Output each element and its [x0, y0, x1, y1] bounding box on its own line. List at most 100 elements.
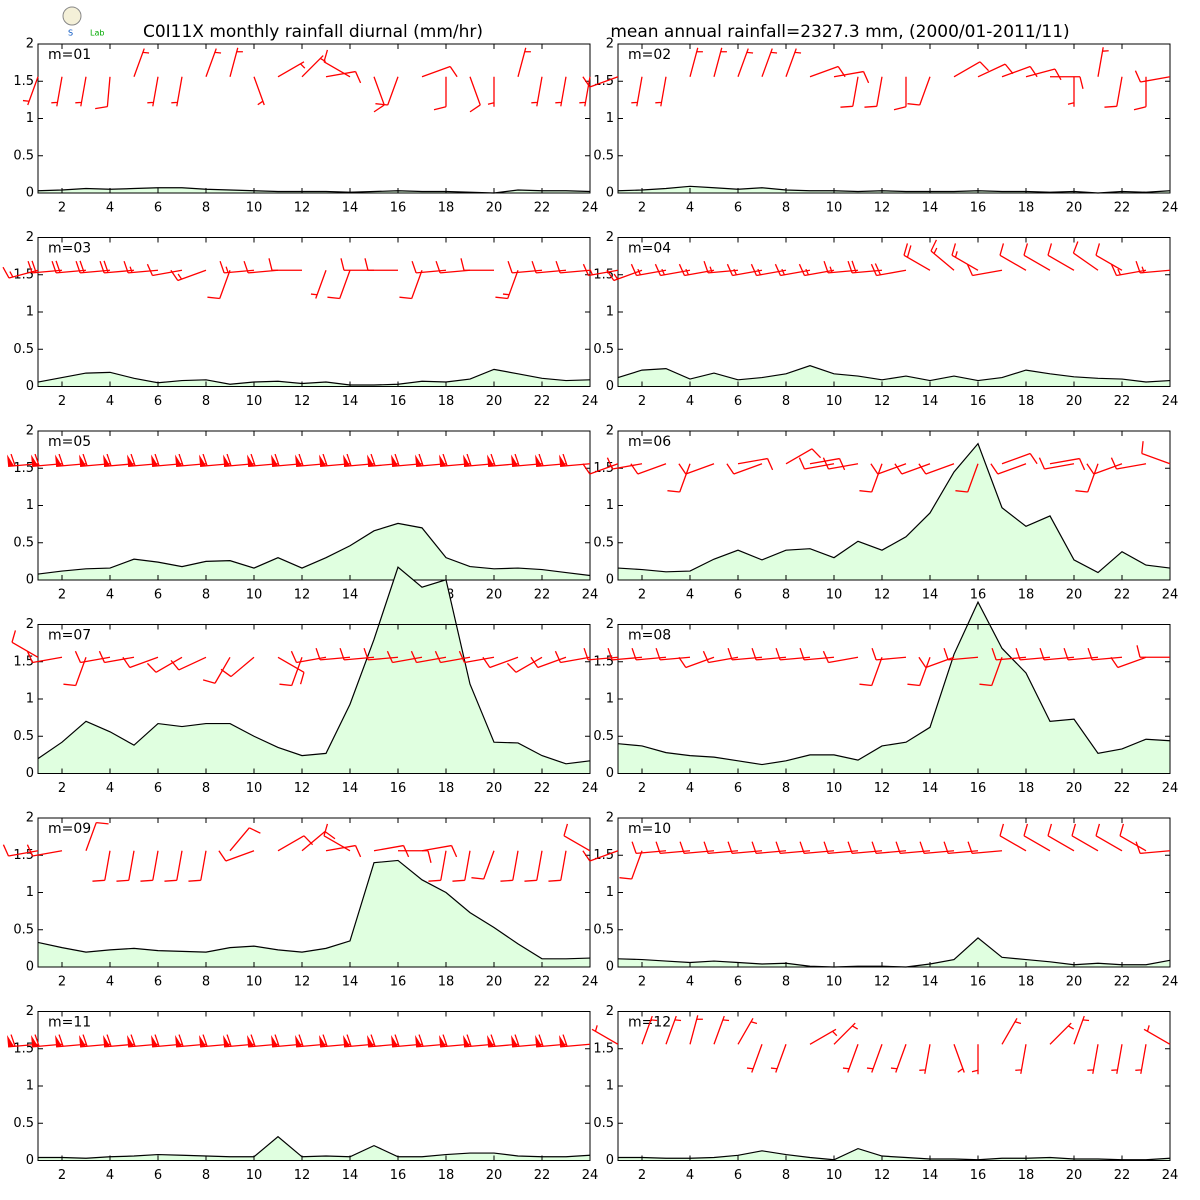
wind-barb: [421, 65, 458, 78]
wind-barb: [310, 270, 327, 299]
wind-barb: [678, 263, 715, 277]
x-tick-label: 8: [202, 201, 210, 216]
wind-barb: [410, 650, 447, 664]
barb-staff: [847, 841, 883, 855]
x-tick-label: 24: [582, 394, 599, 409]
barb-staff: [607, 647, 643, 661]
x-tick-label: 8: [202, 588, 210, 603]
wind-barb: [866, 1044, 883, 1073]
barb-staff: [775, 647, 811, 661]
x-tick-label: 18: [438, 781, 455, 796]
barb-flag: [31, 454, 39, 467]
barb-staff: [51, 76, 63, 107]
barb-staff: [890, 1044, 907, 1073]
barb-staff: [506, 656, 543, 673]
x-tick-label: 12: [874, 394, 891, 409]
barb-staff: [785, 48, 802, 78]
barb-staff: [507, 260, 543, 274]
svg-text:Lab: Lab: [90, 29, 104, 38]
barb-staff: [955, 463, 979, 493]
wind-barb: [1073, 1015, 1090, 1045]
wind-barb: [737, 457, 774, 471]
barb-staff: [95, 76, 111, 110]
barb-flag: [463, 454, 471, 467]
barb-staff: [1073, 1015, 1090, 1045]
wind-barb: [833, 70, 870, 84]
panel: 00.511.522 4 6 8 10 12 14 16 18 20 22 24m=11: [13, 1004, 598, 1183]
wind-barb: [955, 463, 979, 493]
wind-barb: [375, 76, 399, 106]
barb-staff: [943, 647, 979, 661]
wind-barb: [606, 269, 643, 282]
barb-staff: [460, 258, 494, 271]
wind-barb: [943, 841, 979, 855]
barb-flag: [487, 1034, 495, 1047]
barb-staff: [98, 650, 135, 664]
rain-line: [617, 185, 1171, 194]
barb-staff: [1095, 823, 1123, 852]
x-tick-label: 2: [638, 201, 646, 216]
x-tick-label: 14: [922, 1168, 939, 1183]
x-tick-label: 12: [294, 781, 311, 796]
barb-flag: [151, 1034, 159, 1047]
barb-staff: [918, 463, 955, 475]
wind-barb: [122, 656, 159, 669]
wind-barb: [323, 823, 351, 852]
wind-barb: [631, 841, 667, 855]
barb-staff: [703, 260, 739, 274]
panel-label: m=10: [628, 821, 671, 837]
barb-staff: [2, 844, 39, 857]
wind-barb: [140, 850, 159, 882]
x-tick-label: 24: [582, 588, 599, 603]
wind-barb: [591, 1025, 619, 1045]
wind-barb: [229, 827, 261, 852]
wind-barb: [1135, 841, 1171, 855]
y-tick-label: 1.5: [593, 461, 614, 476]
wind-barb: [559, 453, 591, 468]
x-tick-label: 20: [486, 781, 503, 796]
barb-flag: [103, 1034, 111, 1047]
wind-barb: [146, 656, 183, 673]
wind-barb: [798, 457, 835, 470]
wind-barb: [421, 844, 458, 858]
barb-staff: [713, 1015, 730, 1045]
chart-title: C0I11X monthly rainfall diurnal (mm/hr): [143, 22, 483, 42]
barb-staff: [870, 463, 907, 475]
barb-staff: [1095, 243, 1123, 271]
wind-barb: [1063, 647, 1099, 661]
x-tick-label: 10: [246, 588, 263, 603]
wind-barb: [607, 647, 643, 661]
barb-staff: [726, 263, 763, 277]
plot-area: [618, 1011, 1170, 1161]
barb-flag: [199, 454, 207, 467]
barb-staff: [833, 1022, 859, 1045]
x-tick-label: 22: [534, 781, 551, 796]
barb-flag: [7, 1034, 15, 1047]
y-tick-label: 2: [606, 811, 614, 826]
wind-barb: [325, 70, 362, 84]
x-tick-label: 12: [874, 1168, 891, 1183]
barb-staff: [631, 841, 667, 855]
barb-staff: [140, 850, 159, 882]
barb-staff: [469, 76, 481, 113]
x-tick-label: 14: [922, 394, 939, 409]
wind-barb: [1095, 823, 1123, 852]
barb-staff: [1001, 452, 1038, 465]
x-tick-label: 24: [1162, 394, 1179, 409]
barb-staff: [727, 841, 763, 855]
y-tick-label: 1.5: [593, 848, 614, 863]
wind-barb: [229, 47, 243, 77]
barb-flag: [55, 454, 63, 467]
wind-barb: [1023, 243, 1051, 271]
rain-line: [37, 859, 591, 960]
wind-barb: [953, 61, 990, 78]
x-tick-label: 22: [1114, 781, 1131, 796]
wind-barb: [487, 76, 495, 107]
barb-flag: [319, 454, 327, 467]
x-tick-label: 6: [734, 1168, 742, 1183]
wind-barb: [364, 258, 398, 271]
barb-flag: [103, 454, 111, 467]
y-tick-label: 0: [26, 379, 34, 394]
x-tick-label: 2: [58, 588, 66, 603]
rain-line: [37, 368, 591, 386]
